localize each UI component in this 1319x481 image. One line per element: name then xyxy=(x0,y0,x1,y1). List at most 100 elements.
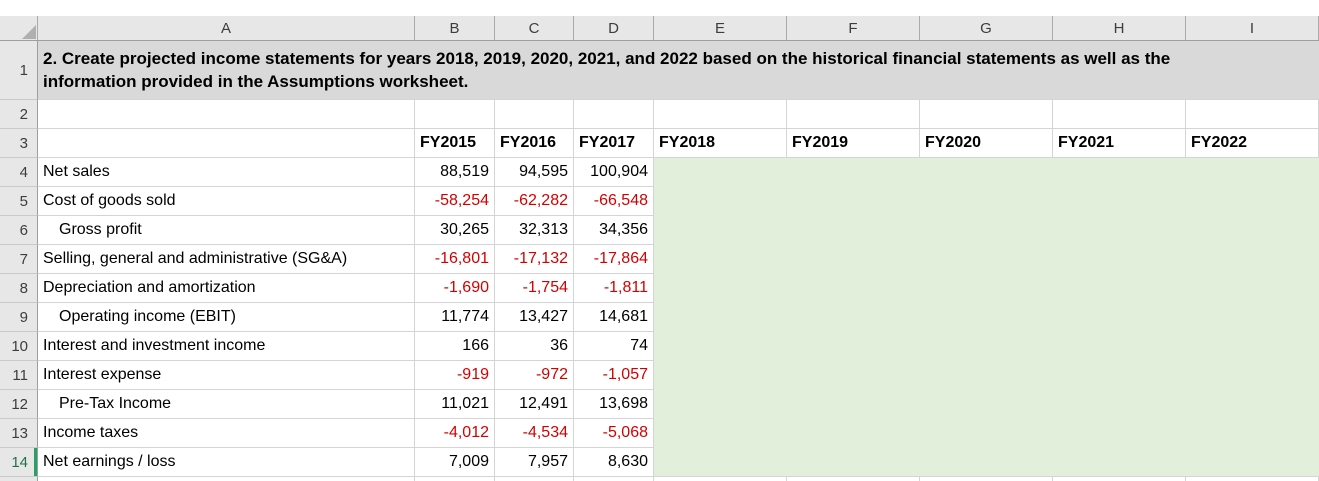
cell-d2[interactable] xyxy=(574,100,654,129)
column-header-b[interactable]: B xyxy=(415,16,495,40)
column-header-d[interactable]: D xyxy=(574,16,654,40)
cell-g15[interactable] xyxy=(920,477,1053,481)
cell-label-sga[interactable]: Selling, general and administrative (SG&… xyxy=(38,245,415,274)
cell-label-operating-income-ebit[interactable]: Operating income (EBIT) xyxy=(38,303,415,332)
projection-cells-row-7[interactable] xyxy=(654,245,1319,274)
cell-fy2022-header[interactable]: FY2022 xyxy=(1186,129,1319,158)
column-header-h[interactable]: H xyxy=(1053,16,1186,40)
cell-label-cost-of-goods-sold[interactable]: Cost of goods sold xyxy=(38,187,415,216)
column-header-e[interactable]: E xyxy=(654,16,787,40)
cell-a2[interactable] xyxy=(38,100,415,129)
row-header-13[interactable]: 13 xyxy=(0,419,38,448)
cell-d8[interactable]: -1,811 xyxy=(574,274,654,303)
cell-b4[interactable]: 88,519 xyxy=(415,158,495,187)
cell-b15[interactable] xyxy=(415,477,495,481)
cell-e2[interactable] xyxy=(654,100,787,129)
projection-cells-row-5[interactable] xyxy=(654,187,1319,216)
cell-c2[interactable] xyxy=(495,100,574,129)
projection-cells-row-13[interactable] xyxy=(654,419,1319,448)
column-header-a[interactable]: A xyxy=(38,16,415,40)
cell-c10[interactable]: 36 xyxy=(495,332,574,361)
cell-label-net-earnings-loss[interactable]: Net earnings / loss xyxy=(38,448,415,477)
cell-c9[interactable]: 13,427 xyxy=(495,303,574,332)
row-header-7[interactable]: 7 xyxy=(0,245,38,274)
cell-label-net-sales[interactable]: Net sales xyxy=(38,158,415,187)
cell-label-interest-expense[interactable]: Interest expense xyxy=(38,361,415,390)
projection-cells-row-8[interactable] xyxy=(654,274,1319,303)
cell-b10[interactable]: 166 xyxy=(415,332,495,361)
cell-c4[interactable]: 94,595 xyxy=(495,158,574,187)
cell-label-gross-profit[interactable]: Gross profit xyxy=(38,216,415,245)
cell-d10[interactable]: 74 xyxy=(574,332,654,361)
cell-h15[interactable] xyxy=(1053,477,1186,481)
row-header-6[interactable]: 6 xyxy=(0,216,38,245)
cell-i2[interactable] xyxy=(1186,100,1319,129)
cell-d15[interactable] xyxy=(574,477,654,481)
cell-d7[interactable]: -17,864 xyxy=(574,245,654,274)
cell-b11[interactable]: -919 xyxy=(415,361,495,390)
cell-c8[interactable]: -1,754 xyxy=(495,274,574,303)
cell-label-interest-investment-income[interactable]: Interest and investment income xyxy=(38,332,415,361)
cell-b6[interactable]: 30,265 xyxy=(415,216,495,245)
cell-c7[interactable]: -17,132 xyxy=(495,245,574,274)
cell-d9[interactable]: 14,681 xyxy=(574,303,654,332)
projection-cells-row-11[interactable] xyxy=(654,361,1319,390)
cell-d13[interactable]: -5,068 xyxy=(574,419,654,448)
cell-b9[interactable]: 11,774 xyxy=(415,303,495,332)
cell-d4[interactable]: 100,904 xyxy=(574,158,654,187)
cell-b13[interactable]: -4,012 xyxy=(415,419,495,448)
cell-label-depreciation-amortization[interactable]: Depreciation and amortization xyxy=(38,274,415,303)
cell-fy2015-header[interactable]: FY2015 xyxy=(415,129,495,158)
projection-cells-row-12[interactable] xyxy=(654,390,1319,419)
cell-c6[interactable]: 32,313 xyxy=(495,216,574,245)
cell-a3[interactable] xyxy=(38,129,415,158)
row-header-15[interactable] xyxy=(0,477,38,481)
select-all-corner[interactable] xyxy=(0,16,38,40)
projection-cells-row-10[interactable] xyxy=(654,332,1319,361)
row-header-2[interactable]: 2 xyxy=(0,100,38,129)
column-header-g[interactable]: G xyxy=(920,16,1053,40)
cell-f15[interactable] xyxy=(787,477,920,481)
row-header-10[interactable]: 10 xyxy=(0,332,38,361)
row-header-11[interactable]: 11 xyxy=(0,361,38,390)
cell-label-income-taxes[interactable]: Income taxes xyxy=(38,419,415,448)
cell-b12[interactable]: 11,021 xyxy=(415,390,495,419)
row-header-3[interactable]: 3 xyxy=(0,129,38,158)
cell-c5[interactable]: -62,282 xyxy=(495,187,574,216)
row-header-12[interactable]: 12 xyxy=(0,390,38,419)
cell-c13[interactable]: -4,534 xyxy=(495,419,574,448)
cell-d11[interactable]: -1,057 xyxy=(574,361,654,390)
cell-c11[interactable]: -972 xyxy=(495,361,574,390)
cell-fy2021-header[interactable]: FY2021 xyxy=(1053,129,1186,158)
column-header-f[interactable]: F xyxy=(787,16,920,40)
cell-c15[interactable] xyxy=(495,477,574,481)
cell-e15[interactable] xyxy=(654,477,787,481)
column-header-c[interactable]: C xyxy=(495,16,574,40)
cell-f2[interactable] xyxy=(787,100,920,129)
row-header-9[interactable]: 9 xyxy=(0,303,38,332)
cell-b14[interactable]: 7,009 xyxy=(415,448,495,477)
cell-b5[interactable]: -58,254 xyxy=(415,187,495,216)
cell-fy2016-header[interactable]: FY2016 xyxy=(495,129,574,158)
projection-cells-row-6[interactable] xyxy=(654,216,1319,245)
cell-fy2020-header[interactable]: FY2020 xyxy=(920,129,1053,158)
cell-c14[interactable]: 7,957 xyxy=(495,448,574,477)
cell-b7[interactable]: -16,801 xyxy=(415,245,495,274)
cell-label-pre-tax-income[interactable]: Pre-Tax Income xyxy=(38,390,415,419)
cell-fy2019-header[interactable]: FY2019 xyxy=(787,129,920,158)
cell-d6[interactable]: 34,356 xyxy=(574,216,654,245)
cell-g2[interactable] xyxy=(920,100,1053,129)
row-header-4[interactable]: 4 xyxy=(0,158,38,187)
row-header-5[interactable]: 5 xyxy=(0,187,38,216)
cell-fy2017-header[interactable]: FY2017 xyxy=(574,129,654,158)
projection-cells-row-14[interactable] xyxy=(654,448,1319,477)
cell-a15[interactable] xyxy=(38,477,415,481)
row-header-14[interactable]: 14 xyxy=(0,448,38,477)
cell-d14[interactable]: 8,630 xyxy=(574,448,654,477)
cell-c12[interactable]: 12,491 xyxy=(495,390,574,419)
cell-i15[interactable] xyxy=(1186,477,1319,481)
cell-b8[interactable]: -1,690 xyxy=(415,274,495,303)
cell-instruction[interactable]: 2. Create projected income statements fo… xyxy=(38,41,1319,100)
column-header-i[interactable]: I xyxy=(1186,16,1319,40)
row-header-8[interactable]: 8 xyxy=(0,274,38,303)
